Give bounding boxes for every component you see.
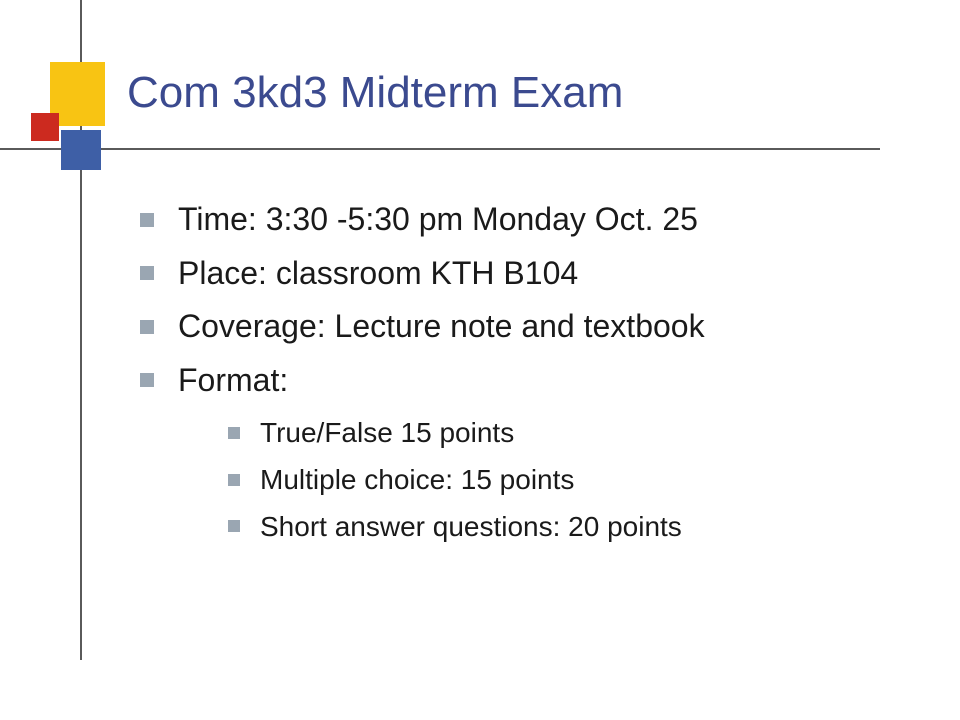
list-item-text: Place: classroom KTH B104 bbox=[178, 255, 578, 291]
list-item-text: Format: bbox=[178, 362, 288, 398]
slide: Com 3kd3 Midterm Exam Time: 3:30 -5:30 p… bbox=[0, 0, 960, 720]
list-item: True/False 15 points bbox=[228, 411, 900, 456]
list-item: Short answer questions: 20 points bbox=[228, 505, 900, 550]
list-item: Format: True/False 15 points Multiple ch… bbox=[140, 356, 900, 550]
list-item: Place: classroom KTH B104 bbox=[140, 249, 900, 299]
sub-bullet-list: True/False 15 points Multiple choice: 15… bbox=[178, 411, 900, 549]
slide-title: Com 3kd3 Midterm Exam bbox=[127, 68, 623, 118]
horizontal-rule bbox=[0, 148, 880, 150]
deco-square-red bbox=[31, 113, 59, 141]
list-item: Multiple choice: 15 points bbox=[228, 458, 900, 503]
deco-square-blue bbox=[61, 130, 101, 170]
bullet-list: Time: 3:30 -5:30 pm Monday Oct. 25 Place… bbox=[140, 195, 900, 550]
list-item-text: Coverage: Lecture note and textbook bbox=[178, 308, 705, 344]
list-item: Time: 3:30 -5:30 pm Monday Oct. 25 bbox=[140, 195, 900, 245]
list-item: Coverage: Lecture note and textbook bbox=[140, 302, 900, 352]
list-item-text: Short answer questions: 20 points bbox=[260, 511, 682, 542]
list-item-text: Time: 3:30 -5:30 pm Monday Oct. 25 bbox=[178, 201, 698, 237]
slide-body: Time: 3:30 -5:30 pm Monday Oct. 25 Place… bbox=[140, 195, 900, 554]
list-item-text: Multiple choice: 15 points bbox=[260, 464, 574, 495]
list-item-text: True/False 15 points bbox=[260, 417, 514, 448]
